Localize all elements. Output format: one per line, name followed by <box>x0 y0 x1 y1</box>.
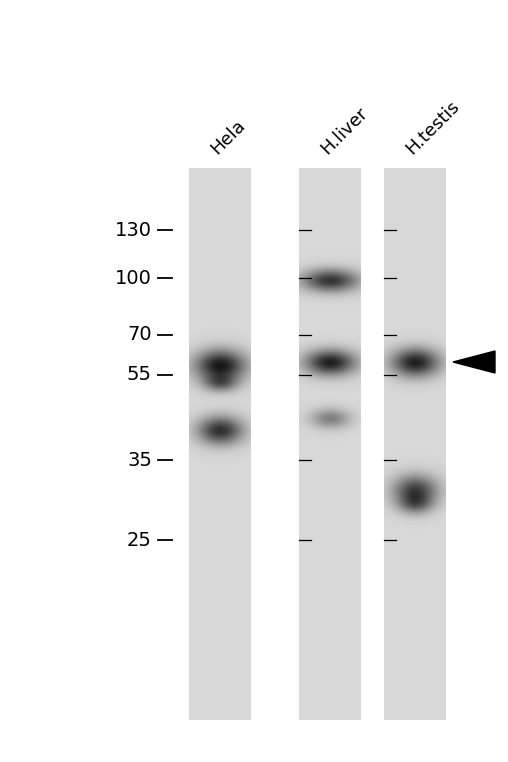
Text: Hela: Hela <box>207 117 249 158</box>
Text: 130: 130 <box>115 220 152 239</box>
Text: H.testis: H.testis <box>402 98 463 158</box>
Text: 70: 70 <box>128 325 152 344</box>
Text: 100: 100 <box>115 268 152 287</box>
Polygon shape <box>453 351 495 373</box>
Text: 55: 55 <box>127 366 152 385</box>
Text: H.liver: H.liver <box>318 104 371 158</box>
Text: 35: 35 <box>127 450 152 469</box>
Text: 25: 25 <box>127 530 152 549</box>
